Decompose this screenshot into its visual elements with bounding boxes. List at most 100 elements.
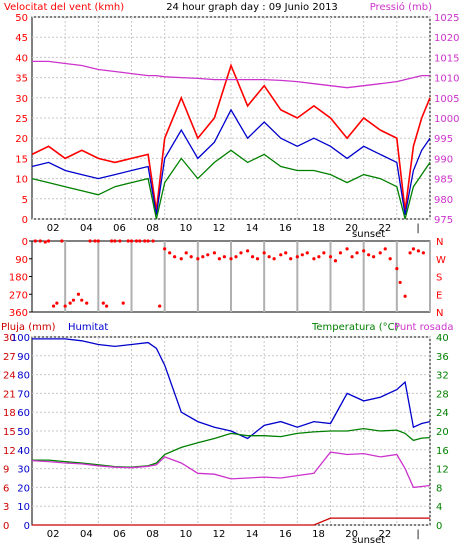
rain-tick-label: 9 xyxy=(3,465,9,476)
direction-point xyxy=(272,257,276,261)
direction-point xyxy=(362,249,366,253)
humidity-tick-label: 60 xyxy=(17,408,30,419)
direction-point xyxy=(105,304,109,308)
x-tick-label: 08 xyxy=(146,529,159,540)
wind-speed-label: Velocitat del vent (kmh) xyxy=(4,2,124,13)
rain-tick-label: 12 xyxy=(3,446,16,457)
direction-point xyxy=(322,251,326,255)
rain-tick-label: 30 xyxy=(3,333,16,344)
x-tick-label: 22 xyxy=(378,223,391,234)
direction-point xyxy=(76,292,81,296)
wind-tick-label: 5 xyxy=(22,195,28,206)
series-line-temperatura-c- xyxy=(32,427,431,468)
humidity-tick-label: 70 xyxy=(17,389,30,400)
direction-point xyxy=(317,255,321,259)
direction-point xyxy=(46,239,51,243)
direction-point xyxy=(196,257,200,261)
x-tick-label: 12 xyxy=(213,529,226,540)
x-tick-label: 12 xyxy=(213,223,226,234)
temperature-axis-label: Temperatura (°C) xyxy=(311,322,399,333)
x-tick-label: 20 xyxy=(345,223,358,234)
direction-point xyxy=(255,257,260,261)
direction-point xyxy=(245,249,250,253)
direction-point xyxy=(350,255,354,259)
direction-point xyxy=(158,304,162,308)
direction-point xyxy=(383,247,387,251)
direction-point xyxy=(289,257,293,261)
temperature-tick-label: 40 xyxy=(436,333,449,344)
pressure-tick-label: 985 xyxy=(434,175,453,186)
direction-point xyxy=(201,255,205,259)
direction-tick-label: 270 xyxy=(9,290,28,301)
humidity-tick-label: 100 xyxy=(11,333,30,344)
pressure-tick-label: 980 xyxy=(434,195,453,206)
direction-point xyxy=(146,239,150,243)
direction-point xyxy=(189,255,193,259)
direction-point xyxy=(101,301,105,305)
direction-point xyxy=(395,267,399,271)
pressure-tick-label: 1015 xyxy=(434,53,459,64)
direction-point xyxy=(163,247,167,251)
temperature-tick-label: 36 xyxy=(436,352,449,363)
wind-tick-label: 10 xyxy=(15,175,28,186)
direction-point xyxy=(300,253,304,257)
humidity-tick-label: 30 xyxy=(17,465,30,476)
direction-point xyxy=(411,247,416,251)
wind-tick-label: 15 xyxy=(15,154,28,165)
pressure-tick-label: 975 xyxy=(434,215,453,226)
direction-point xyxy=(138,239,142,243)
rain-tick-label: 0 xyxy=(3,521,9,532)
direction-point xyxy=(222,255,226,259)
direction-point xyxy=(212,251,217,255)
direction-tick-label: 180 xyxy=(9,273,28,284)
sunset-label: sunset xyxy=(352,229,385,240)
direction-point xyxy=(113,239,117,243)
temperature-tick-label: 12 xyxy=(436,465,449,476)
x-tick-label: 16 xyxy=(279,223,292,234)
rain-axis-label: Pluja (mm) xyxy=(1,322,56,333)
direction-point xyxy=(126,239,130,243)
direction-point xyxy=(229,257,233,261)
x-tick-label: 08 xyxy=(146,223,159,234)
direction-point xyxy=(295,255,299,259)
direction-point xyxy=(312,257,316,261)
direction-point xyxy=(408,251,412,255)
series-line-pressi- xyxy=(32,60,430,89)
temperature-tick-label: 16 xyxy=(436,446,449,457)
series-line-punt-rosada xyxy=(31,451,431,489)
direction-point xyxy=(338,251,343,255)
direction-tick-label: 360 xyxy=(9,308,28,319)
humidity-tick-label: 10 xyxy=(17,502,30,513)
x-tick-label: | xyxy=(416,529,419,540)
wind-tick-label: 30 xyxy=(15,94,28,105)
direction-point xyxy=(421,251,425,255)
direction-point xyxy=(328,255,333,259)
direction-point xyxy=(267,255,271,259)
x-tick-label: 02 xyxy=(47,223,60,234)
direction-point xyxy=(173,255,177,259)
direction-point xyxy=(110,239,114,243)
compass-label: S xyxy=(436,273,442,284)
compass-label: N xyxy=(436,237,443,248)
direction-point xyxy=(206,253,210,257)
direction-point xyxy=(372,255,376,259)
direction-point xyxy=(279,253,283,257)
direction-point xyxy=(88,239,92,243)
temperature-tick-label: 32 xyxy=(436,371,449,382)
direction-point xyxy=(179,257,183,261)
x-tick-label: 20 xyxy=(345,529,358,540)
direction-point xyxy=(234,255,238,259)
temperature-tick-label: 8 xyxy=(436,483,442,494)
direction-point xyxy=(134,239,139,243)
rain-tick-label: 21 xyxy=(3,389,16,400)
temperature-tick-label: 28 xyxy=(436,389,449,400)
direction-point xyxy=(38,239,42,243)
dew-point-axis-label: Punt rosada xyxy=(394,322,453,333)
direction-point xyxy=(63,304,67,308)
humidity-tick-label: 50 xyxy=(17,427,30,438)
direction-point xyxy=(80,298,84,302)
pressure-tick-label: 1020 xyxy=(434,33,459,44)
x-tick-label: 06 xyxy=(113,529,126,540)
direction-point xyxy=(85,301,89,305)
